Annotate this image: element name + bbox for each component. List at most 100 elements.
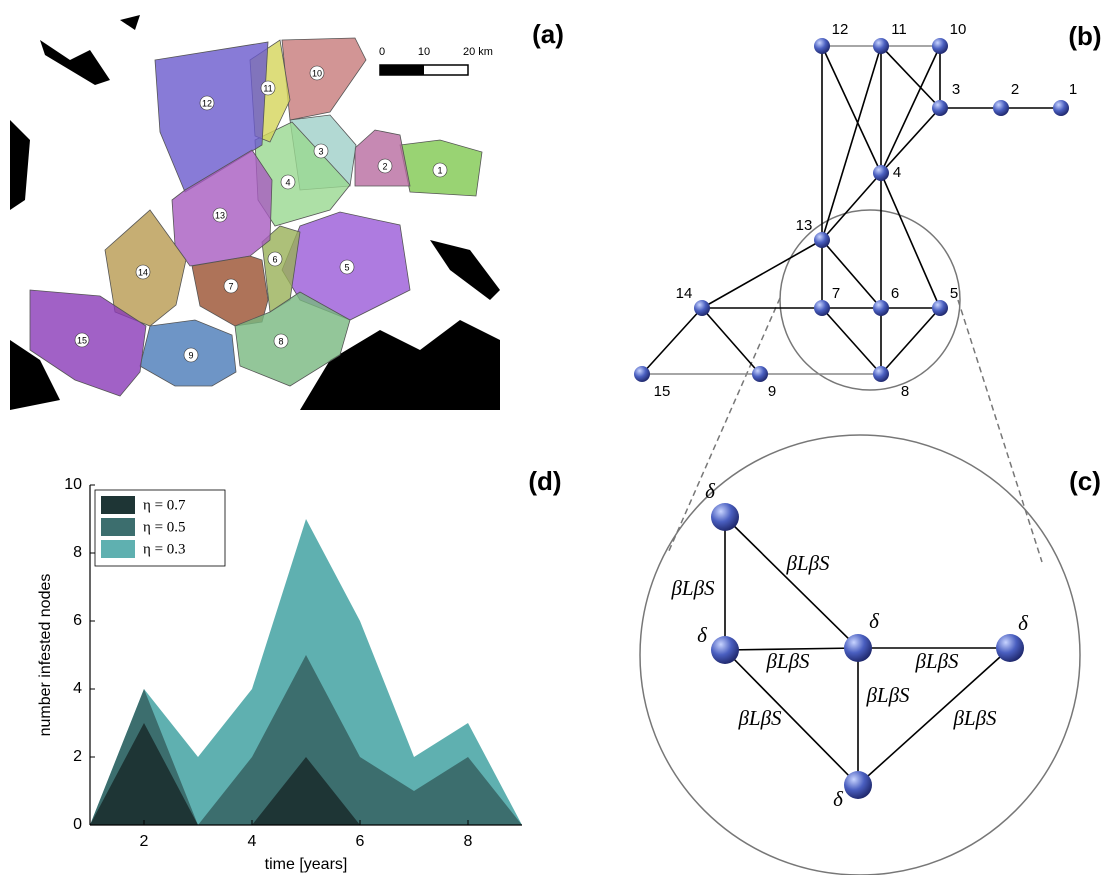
x-axis-label: time [years] — [265, 856, 348, 873]
x-tick-label: 8 — [464, 833, 473, 850]
node-label: 12 — [832, 21, 849, 38]
zoom-node — [996, 634, 1024, 662]
y-tick-label: 2 — [73, 748, 82, 765]
legend-swatch — [101, 518, 135, 536]
y-tick-label: 8 — [73, 544, 82, 561]
region-label: 13 — [215, 210, 225, 220]
network-node — [1053, 100, 1069, 116]
panel-label: (b) — [1068, 21, 1101, 51]
network-edge — [702, 240, 822, 308]
node-label: 11 — [891, 21, 907, 38]
network-node — [694, 300, 710, 316]
node-label: 9 — [768, 383, 776, 400]
area-chart: 0 2 4 6 8 10 2 4 6 8 time [years] number infested n… — [37, 476, 522, 873]
node-label: 14 — [676, 285, 693, 302]
network-edge — [702, 308, 760, 374]
edge-label: βLβS — [785, 551, 830, 575]
legend: η = 0.7 η = 0.5 η = 0.3 — [95, 490, 225, 566]
edge-label: βLβS — [914, 649, 959, 673]
delta-label: δ — [869, 609, 880, 633]
network-node — [873, 165, 889, 181]
legend-label: η = 0.3 — [143, 541, 186, 557]
network-edge — [881, 108, 940, 173]
network-node — [814, 38, 830, 54]
network-edge — [822, 173, 881, 240]
legend-swatch — [101, 496, 135, 514]
y-tick-label: 6 — [73, 612, 82, 629]
edge-label: βLβS — [670, 576, 715, 600]
edge-label: βLβS — [865, 683, 910, 707]
delta-label: δ — [833, 787, 844, 811]
scale-label: 20 km — [463, 46, 493, 58]
edge-label: βLβS — [737, 706, 782, 730]
region-label: 9 — [188, 350, 193, 360]
node-label: 10 — [950, 21, 967, 38]
node-label: 5 — [950, 285, 958, 302]
network-node — [873, 300, 889, 316]
zoom-node — [711, 503, 739, 531]
node-label: 7 — [832, 285, 840, 302]
network-node — [932, 38, 948, 54]
edge-label: βLβS — [952, 706, 997, 730]
x-tick-label: 2 — [140, 833, 149, 850]
network-node — [993, 100, 1009, 116]
legend-label: η = 0.7 — [143, 497, 186, 513]
network-edge — [822, 46, 881, 240]
network-node — [932, 300, 948, 316]
network-node — [814, 232, 830, 248]
legend-swatch — [101, 540, 135, 558]
node-label: 8 — [901, 383, 909, 400]
region-label: 2 — [382, 161, 387, 171]
delta-label: δ — [697, 623, 708, 647]
network-node — [873, 366, 889, 382]
region-label: 10 — [312, 68, 322, 78]
network-edge — [881, 46, 940, 108]
node-label: 3 — [952, 81, 960, 98]
zoom-node — [711, 636, 739, 664]
node-label: 2 — [1011, 81, 1019, 98]
node-label: 6 — [891, 285, 899, 302]
panel-label: (c) — [1069, 466, 1101, 496]
zoom-node — [844, 634, 872, 662]
network-node — [932, 100, 948, 116]
network-edge — [822, 46, 881, 173]
y-tick-label: 4 — [73, 680, 82, 697]
region-label: 7 — [228, 281, 233, 291]
scale-label: 10 — [418, 46, 430, 58]
region-label: 1 — [437, 165, 442, 175]
zoom-node — [844, 771, 872, 799]
network-node — [814, 300, 830, 316]
node-label: 1 — [1069, 81, 1077, 98]
delta-label: δ — [705, 479, 716, 503]
panel-label: (d) — [528, 466, 561, 496]
region-label: 8 — [278, 336, 283, 346]
figure: (a) (b) (c) (d) 0 10 20 km 1234567891011… — [0, 0, 1110, 875]
network-node — [752, 366, 768, 382]
region-label: 14 — [138, 267, 148, 277]
network-node — [873, 38, 889, 54]
panel-label: (a) — [532, 19, 564, 49]
network-edge — [642, 308, 702, 374]
node-label: 4 — [893, 164, 901, 181]
network-edge — [881, 46, 940, 173]
delta-label: δ — [1018, 611, 1029, 635]
y-tick-label: 10 — [64, 476, 82, 493]
region-label: 11 — [263, 83, 272, 93]
x-tick-label: 6 — [356, 833, 365, 850]
edge-label: βLβS — [765, 649, 810, 673]
region-label: 12 — [202, 98, 212, 108]
region-label: 4 — [285, 177, 290, 187]
scale-label: 0 — [379, 46, 385, 58]
x-tick-label: 4 — [248, 833, 257, 850]
network-edge — [881, 308, 940, 374]
legend-label: η = 0.5 — [143, 519, 186, 535]
y-tick-label: 0 — [73, 816, 82, 833]
region-label: 15 — [77, 335, 87, 345]
network-node — [634, 366, 650, 382]
region-label: 3 — [318, 146, 323, 156]
network-edge — [822, 308, 881, 374]
y-axis-label: number infested nodes — [37, 574, 54, 737]
region-label: 6 — [272, 254, 277, 264]
region-label: 5 — [344, 262, 349, 272]
